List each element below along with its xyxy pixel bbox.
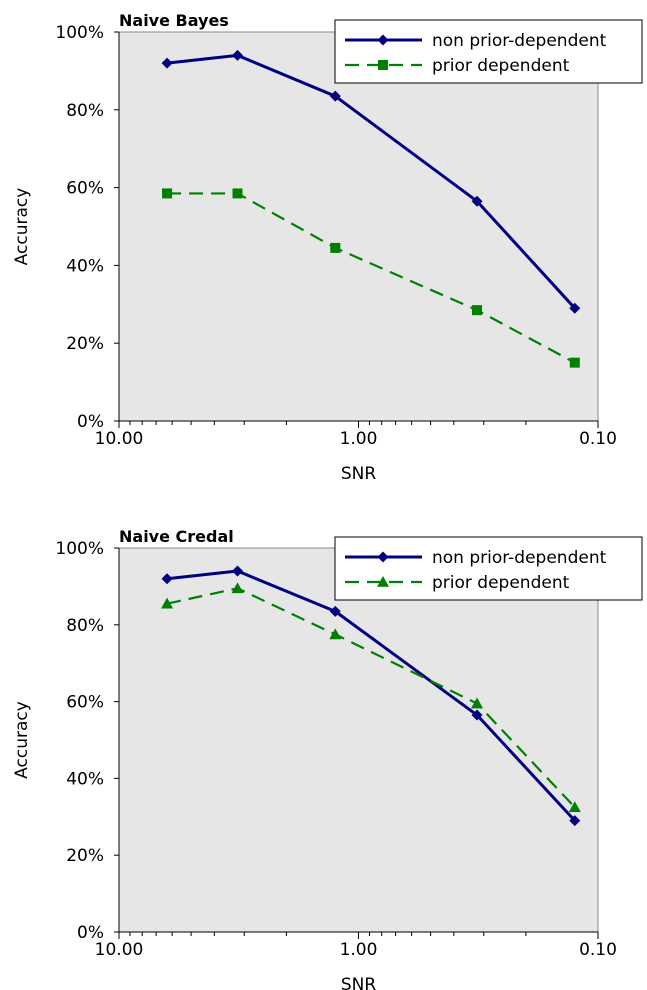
data-point: [231, 582, 244, 594]
x-tick-label: 1.00: [340, 940, 378, 960]
legend-label-1: non prior-dependent: [432, 31, 607, 51]
x-tick-label: 0.10: [579, 940, 617, 960]
data-point: [568, 801, 581, 812]
y-tick-label: 40%: [66, 256, 104, 276]
x-tick-label: 10.00: [95, 429, 144, 449]
data-point: [472, 305, 483, 316]
legend-box: [334, 536, 643, 601]
y-tick-label: 80%: [66, 616, 104, 636]
data-point: [569, 302, 581, 314]
data-point: [471, 195, 483, 207]
y-axis-label: Accuracy: [12, 188, 32, 266]
data-point: [471, 697, 484, 709]
chart-title: Naive Credal: [119, 527, 234, 546]
legend-label-2: prior dependent: [432, 56, 570, 76]
data-point: [232, 565, 244, 577]
x-tick-label: 1.00: [340, 429, 378, 449]
legend-marker-2: [377, 576, 389, 587]
x-axis-label: SNR: [341, 975, 377, 990]
data-point: [232, 188, 243, 199]
y-tick-label: 0%: [77, 923, 104, 943]
chart-panel-1: 0% 20% 40% 60% 80% 100% 10.00 1.00 0.10 SNR Accura…: [12, 11, 643, 484]
y-axis-label: Accuracy: [12, 701, 32, 779]
y-tick-label: 60%: [66, 693, 104, 713]
data-point: [161, 573, 173, 585]
y-tick-label: 100%: [55, 539, 104, 559]
y-tick-label: 0%: [77, 412, 104, 432]
legend-marker-2: [378, 60, 388, 70]
y-tick-label: 20%: [66, 334, 104, 354]
chart-panel-2: 0% 20% 40% 60% 80% 100% 10.00 1.00 0.10 SNR Accura…: [12, 527, 643, 990]
data-point: [161, 597, 174, 609]
legend-label-2: prior dependent: [432, 573, 570, 593]
data-point: [232, 49, 244, 61]
data-point: [329, 605, 341, 617]
plot-area: [118, 547, 599, 933]
y-tick-label: 100%: [55, 23, 104, 43]
legend-label-1: non prior-dependent: [432, 548, 607, 568]
data-point: [161, 57, 173, 69]
y-tick-label: 20%: [66, 846, 104, 866]
x-tick-label: 0.10: [579, 429, 617, 449]
x-axis-label: SNR: [341, 464, 377, 484]
legend: non prior-dependent prior dependent: [334, 19, 643, 84]
chart-title: Naive Bayes: [119, 11, 229, 30]
data-point: [569, 357, 580, 368]
data-point: [162, 188, 173, 199]
plot-area: [118, 31, 599, 422]
data-point: [329, 628, 342, 640]
legend: non prior-dependent prior dependent: [334, 536, 643, 601]
legend-marker-1: [377, 34, 389, 46]
y-tick-label: 40%: [66, 769, 104, 789]
y-tick-label: 60%: [66, 179, 104, 199]
x-tick-label: 10.00: [95, 940, 144, 960]
data-point: [329, 90, 341, 102]
y-tick-label: 80%: [66, 101, 104, 121]
data-point: [471, 709, 483, 721]
legend-box: [334, 19, 643, 84]
legend-marker-1: [377, 551, 389, 563]
data-point: [330, 242, 341, 253]
data-point: [569, 815, 581, 827]
